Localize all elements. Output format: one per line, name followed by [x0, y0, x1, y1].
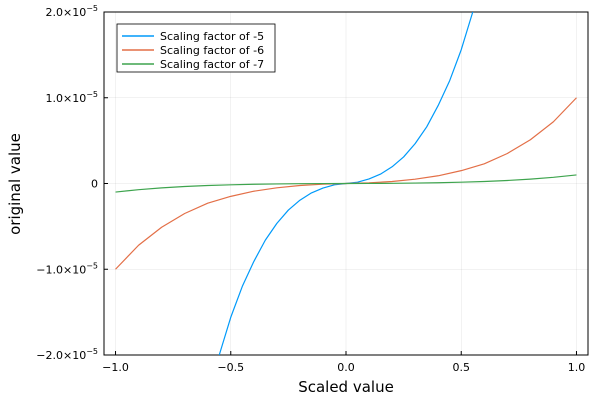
x-tick-label: −1.0 [102, 361, 129, 374]
y-tick-mantissa: 2.0×10 [45, 6, 86, 19]
y-tick-label: −1.0×10−5 [36, 261, 98, 276]
y-axis-title: original value [6, 133, 24, 235]
y-tick-exponent: −5 [86, 347, 98, 356]
y-tick-mantissa: −1.0×10 [36, 263, 86, 276]
y-tick-label: 1.0×10−5 [45, 90, 98, 105]
x-tick-label: 1.0 [568, 361, 586, 374]
y-tick-label: 2.0×10−5 [45, 4, 98, 19]
series-lines [115, 12, 577, 355]
y-tick-exponent: −5 [86, 4, 98, 13]
y-tick-exponent: −5 [86, 261, 98, 270]
y-tick-mantissa: −2.0×10 [36, 349, 86, 362]
y-tick-label: 0 [91, 178, 98, 191]
x-tick-label: −0.5 [217, 361, 244, 374]
legend-label-1: Scaling factor of -5 [160, 30, 264, 43]
axis-ticks: −1.0 −0.5 0.0 0.5 1.0−2.0×10−5−1.0×10−501.0×… [36, 4, 585, 374]
y-tick-exponent: −5 [86, 90, 98, 99]
y-tick-mantissa: 0 [91, 178, 98, 191]
legend-label-2: Scaling factor of -6 [160, 44, 264, 57]
series-line-3 [115, 174, 577, 193]
y-tick-label: −2.0×10−5 [36, 347, 98, 362]
y-tick-mantissa: 1.0×10 [45, 92, 86, 105]
x-tick-label: 0.5 [452, 361, 470, 374]
legend-label-3: Scaling factor of -7 [160, 58, 264, 71]
x-tick-label: 0.0 [337, 361, 355, 374]
x-axis-title: Scaled value [298, 378, 394, 396]
